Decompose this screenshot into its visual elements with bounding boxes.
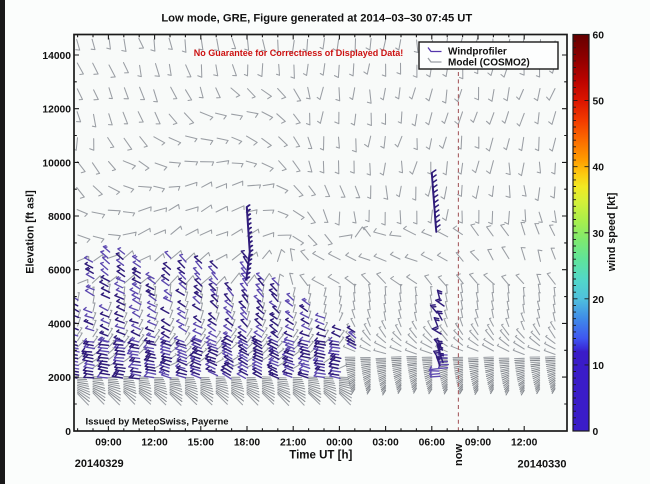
svg-text:12000: 12000 — [42, 105, 71, 116]
svg-text:15:00: 15:00 — [188, 438, 215, 449]
svg-text:00:00: 00:00 — [326, 438, 353, 449]
svg-text:4000: 4000 — [48, 319, 71, 330]
svg-text:60: 60 — [593, 31, 605, 42]
svg-text:12:00: 12:00 — [141, 438, 168, 449]
svg-text:20: 20 — [593, 295, 605, 306]
svg-text:18:00: 18:00 — [234, 438, 261, 449]
svg-text:now: now — [453, 444, 465, 466]
svg-text:No Guarantee for Correctness o: No Guarantee for Correctness of Displaye… — [194, 48, 404, 58]
svg-text:Model (COSMO2): Model (COSMO2) — [448, 58, 530, 69]
svg-text:Time UT [h]: Time UT [h] — [289, 450, 352, 462]
svg-text:06:00: 06:00 — [419, 438, 446, 449]
svg-text:40: 40 — [593, 163, 605, 174]
svg-text:Elevation [ft asl]: Elevation [ft asl] — [25, 190, 37, 273]
svg-text:6000: 6000 — [48, 266, 71, 277]
svg-text:09:00: 09:00 — [95, 438, 122, 449]
svg-text:21:00: 21:00 — [280, 438, 307, 449]
svg-text:10: 10 — [593, 361, 605, 372]
svg-text:03:00: 03:00 — [372, 438, 399, 449]
svg-text:2000: 2000 — [48, 373, 71, 384]
svg-text:09:00: 09:00 — [465, 438, 492, 449]
svg-text:30: 30 — [593, 229, 605, 240]
svg-text:10000: 10000 — [42, 158, 71, 169]
svg-text:0: 0 — [593, 427, 599, 438]
svg-text:Issued by MeteoSwiss, Payerne: Issued by MeteoSwiss, Payerne — [86, 417, 229, 428]
svg-text:Low mode, GRE, Figure generate: Low mode, GRE, Figure generated at 2014–… — [161, 13, 472, 25]
svg-text:20140330: 20140330 — [518, 459, 567, 471]
svg-text:8000: 8000 — [48, 212, 71, 223]
svg-text:Windprofiler: Windprofiler — [448, 47, 507, 58]
svg-text:0: 0 — [65, 427, 71, 438]
svg-text:14000: 14000 — [42, 51, 71, 62]
svg-text:wind speed [kt]: wind speed [kt] — [606, 193, 618, 273]
svg-text:20140329: 20140329 — [75, 458, 124, 470]
svg-text:50: 50 — [593, 97, 605, 108]
svg-text:12:00: 12:00 — [511, 438, 538, 449]
